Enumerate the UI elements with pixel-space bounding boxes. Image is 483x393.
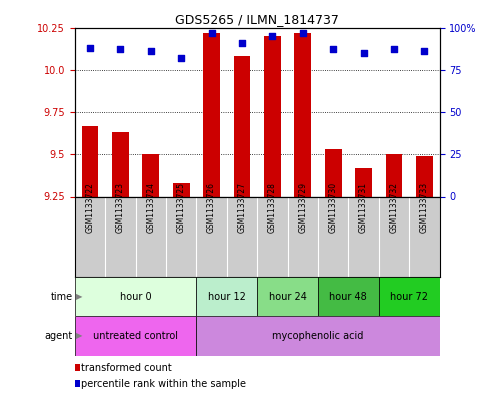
Text: GSM1133725: GSM1133725 <box>177 182 186 233</box>
Text: GSM1133733: GSM1133733 <box>420 182 429 233</box>
Text: GSM1133727: GSM1133727 <box>238 182 246 233</box>
Point <box>208 29 215 36</box>
Bar <box>197 316 440 356</box>
Bar <box>173 183 190 196</box>
Point <box>421 48 428 54</box>
Bar <box>142 154 159 196</box>
Text: GSM1133726: GSM1133726 <box>207 182 216 233</box>
Text: GSM1133731: GSM1133731 <box>359 182 368 233</box>
Text: percentile rank within the sample: percentile rank within the sample <box>81 378 245 389</box>
Text: untreated control: untreated control <box>93 331 178 341</box>
Bar <box>203 33 220 196</box>
Text: GSM1133724: GSM1133724 <box>146 182 156 233</box>
Text: mycophenolic acid: mycophenolic acid <box>272 331 364 341</box>
Bar <box>355 168 372 196</box>
Bar <box>112 132 129 196</box>
Point <box>177 55 185 61</box>
Point <box>116 46 124 53</box>
Bar <box>295 33 311 196</box>
Text: hour 48: hour 48 <box>329 292 367 302</box>
Text: GSM1133722: GSM1133722 <box>85 182 95 233</box>
Bar <box>257 277 318 316</box>
Point <box>147 48 155 54</box>
Point <box>390 46 398 53</box>
Bar <box>385 154 402 196</box>
Point <box>360 50 368 56</box>
Point <box>269 33 276 39</box>
Text: GSM1133732: GSM1133732 <box>389 182 398 233</box>
Text: GSM1133729: GSM1133729 <box>298 182 307 233</box>
Text: GSM1133728: GSM1133728 <box>268 182 277 233</box>
Text: GSM1133730: GSM1133730 <box>328 182 338 233</box>
Text: hour 12: hour 12 <box>208 292 246 302</box>
Text: ▶: ▶ <box>76 292 82 301</box>
Bar <box>75 277 197 316</box>
Bar <box>325 149 341 196</box>
Bar <box>318 277 379 316</box>
Bar <box>379 277 440 316</box>
Text: hour 0: hour 0 <box>120 292 152 302</box>
Text: GSM1133723: GSM1133723 <box>116 182 125 233</box>
Bar <box>234 56 250 196</box>
Point <box>329 46 337 53</box>
Point <box>238 40 246 46</box>
Text: transformed count: transformed count <box>81 363 171 373</box>
Bar <box>82 125 99 196</box>
Bar <box>264 36 281 197</box>
Text: hour 24: hour 24 <box>269 292 307 302</box>
Bar <box>75 316 197 356</box>
Text: hour 72: hour 72 <box>390 292 428 302</box>
Title: GDS5265 / ILMN_1814737: GDS5265 / ILMN_1814737 <box>175 13 339 26</box>
Text: time: time <box>50 292 72 302</box>
Bar <box>416 156 433 196</box>
Text: agent: agent <box>44 331 72 341</box>
Point <box>86 45 94 51</box>
Point <box>299 29 307 36</box>
Text: ▶: ▶ <box>76 332 82 340</box>
Bar <box>197 277 257 316</box>
